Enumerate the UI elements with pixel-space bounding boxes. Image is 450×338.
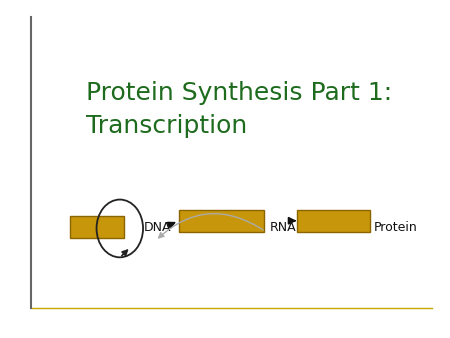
Bar (297, 210, 370, 232)
Text: Transcription: Transcription (86, 114, 247, 138)
Text: Protein: Protein (374, 221, 418, 234)
Bar (179, 210, 264, 232)
Text: RNA: RNA (270, 221, 296, 234)
Bar (70, 216, 125, 238)
Text: Protein Synthesis Part 1:: Protein Synthesis Part 1: (86, 80, 392, 104)
Text: DNA: DNA (144, 221, 171, 234)
